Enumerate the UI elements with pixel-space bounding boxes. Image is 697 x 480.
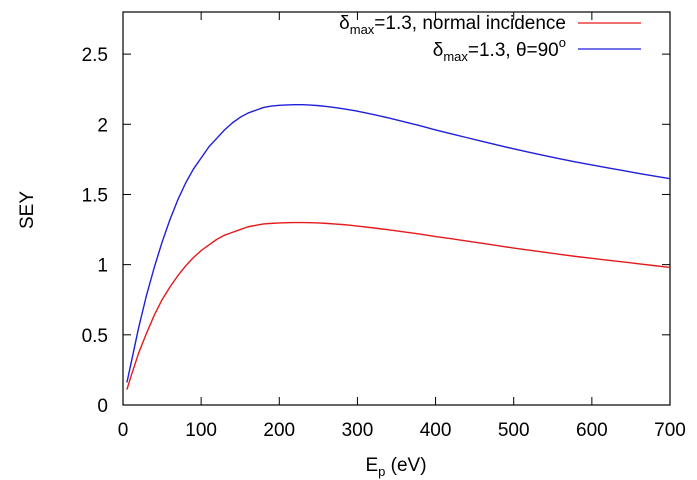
x-tick-label: 100 — [185, 420, 217, 441]
y-axis-title: SEY — [17, 191, 38, 229]
y-tick-label: 0.5 — [82, 326, 108, 347]
axis-ticks — [122, 12, 671, 406]
y-tick-label: 0 — [97, 396, 108, 417]
y-tick-label: 2.5 — [82, 45, 108, 66]
x-tick-label: 200 — [263, 420, 295, 441]
legend: δmax=1.3, normal incidence δmax=1.3, θ=9… — [339, 13, 641, 64]
legend-label-normal-sub: max — [350, 22, 375, 37]
x-tick-label: 600 — [576, 420, 608, 441]
x-axis-title-main: E — [365, 455, 378, 476]
x-axis-title-sub: p — [378, 464, 385, 479]
legend-label-theta90-sub: max — [443, 49, 468, 64]
series-line-theta-90 — [126, 103, 671, 383]
x-tick-label: 500 — [498, 420, 530, 441]
series-lines — [126, 103, 671, 390]
legend-label-theta90: δmax=1.3, θ=90o — [433, 35, 566, 64]
legend-label-theta90-sup: o — [559, 35, 566, 50]
tick-labels: 0 100 200 300 400 500 600 700 0 0.5 1 1.5 2 2.5 — [82, 45, 686, 441]
x-tick-label: 700 — [654, 420, 686, 441]
legend-label-normal: δmax=1.3, normal incidence — [339, 13, 566, 37]
legend-label-theta90-rest: =1.3, θ=90 — [468, 40, 559, 61]
y-tick-label: 2 — [97, 115, 108, 136]
y-tick-label: 1.5 — [82, 185, 108, 206]
x-tick-label: 0 — [118, 420, 129, 441]
x-tick-label: 300 — [342, 420, 374, 441]
x-axis-title: Ep (eV) — [365, 455, 426, 479]
x-tick-label: 400 — [420, 420, 452, 441]
legend-label-normal-rest: =1.3, normal incidence — [374, 13, 566, 34]
x-axis-title-rest: (eV) — [385, 455, 426, 476]
legend-label-normal-sym: δ — [339, 13, 350, 34]
legend-label-theta90-sym: δ — [433, 40, 444, 61]
plot-frame — [122, 11, 671, 406]
y-tick-label: 1 — [97, 256, 108, 277]
series-line-normal-incidence — [126, 221, 671, 390]
